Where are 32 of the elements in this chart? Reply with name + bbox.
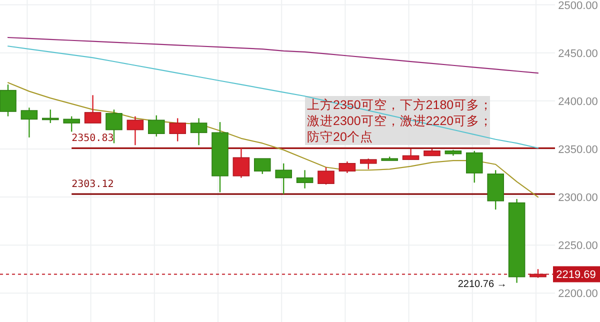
candlestick: [254, 158, 271, 175]
candlestick: [232, 147, 250, 178]
candlestick: [0, 84, 16, 117]
y-tick-label: 2400.00: [558, 96, 598, 108]
candlestick: [275, 162, 292, 195]
candlestick: [148, 114, 165, 138]
y-tick-label: 2350.00: [558, 144, 598, 156]
candlestick: [360, 158, 377, 170]
annotation: 防守20个点: [307, 130, 373, 144]
line-series: [7, 46, 539, 149]
candlestick: [169, 118, 186, 142]
candlestick: [20, 107, 38, 138]
ref-line-label: 2219.69: [556, 269, 596, 282]
candlestick: [63, 116, 80, 132]
y-tick-label: 2300.00: [558, 192, 598, 204]
candlestick: [402, 148, 420, 160]
y-tick-label: 2500.00: [558, 0, 598, 12]
line-series: [7, 36, 539, 74]
y-tick-label: 2450.00: [558, 48, 598, 60]
candlestick: [190, 118, 208, 146]
ref-line-label: 2350.83: [72, 133, 114, 144]
candlestick: [466, 150, 483, 184]
candlestick: [338, 160, 356, 174]
y-tick-label: 2200.00: [558, 288, 598, 300]
candlestick: [126, 116, 144, 146]
line-series: [7, 82, 539, 198]
candlestick: [296, 170, 314, 189]
candlestick: [318, 166, 334, 186]
annotation: 2210.76 →: [458, 278, 507, 290]
y-tick-label: 2250.00: [558, 240, 598, 252]
candlestick: [84, 94, 102, 124]
ref-line-label: 2303.12: [72, 179, 114, 190]
